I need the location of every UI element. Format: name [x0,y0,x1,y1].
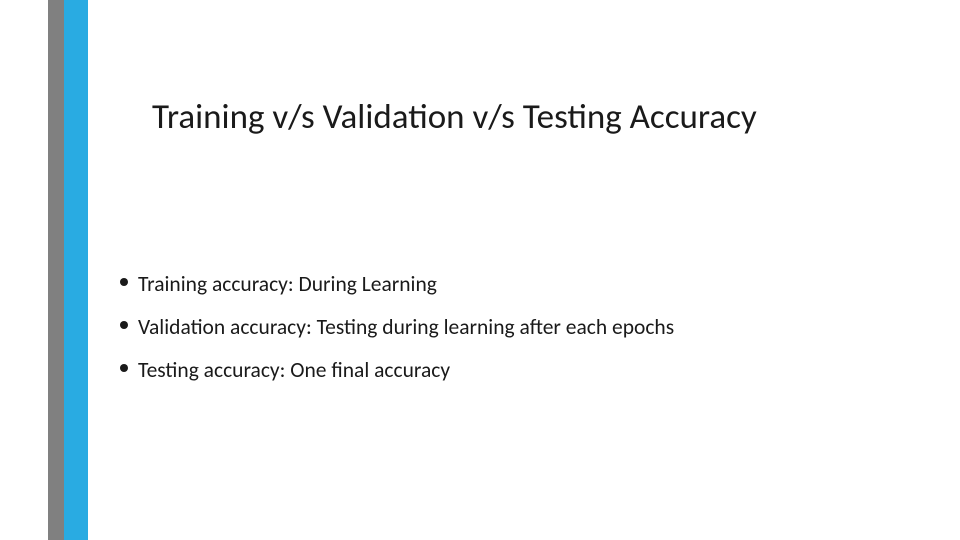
bullet-text: Training accuracy: During Learning [138,270,437,299]
list-item: Training accuracy: During Learning [120,270,900,299]
slide-title: Training v/s Validation v/s Testing Accu… [152,96,757,138]
bullet-list: Training accuracy: During Learning Valid… [120,270,900,399]
accent-stripe-blue [64,0,88,540]
list-item: Testing accuracy: One final accuracy [120,356,900,385]
bullet-icon [120,278,128,286]
bullet-icon [120,321,128,329]
bullet-text: Validation accuracy: Testing during lear… [138,313,674,342]
accent-stripe-grey [48,0,64,540]
list-item: Validation accuracy: Testing during lear… [120,313,900,342]
bullet-text: Testing accuracy: One final accuracy [138,356,450,385]
bullet-icon [120,364,128,372]
